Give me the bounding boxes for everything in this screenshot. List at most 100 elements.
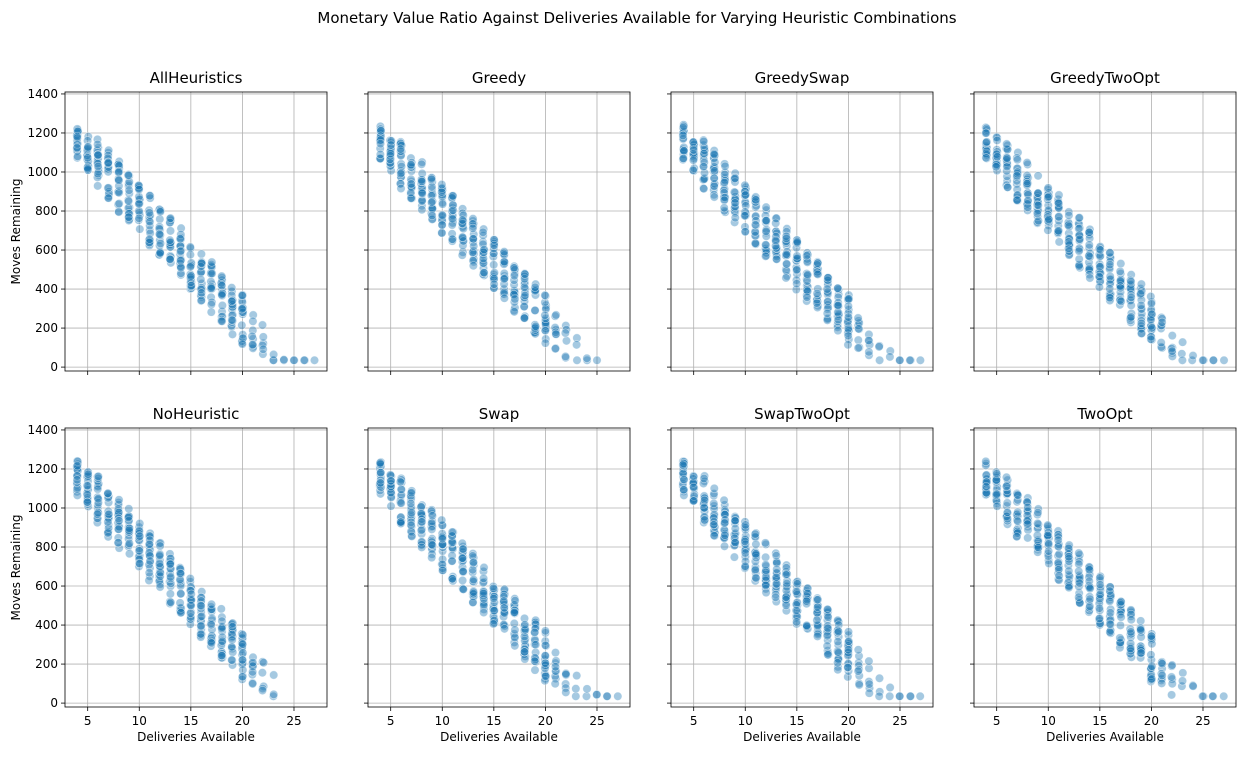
data-point <box>1137 328 1147 338</box>
data-point <box>135 559 145 569</box>
subplot-swaptwoopt: 5 10 15 20 25 SwapTwoOpt Deliveries Available <box>667 405 934 744</box>
data-point <box>540 651 550 661</box>
data-point <box>510 625 520 635</box>
data-point <box>1044 215 1054 225</box>
data-point <box>93 150 103 160</box>
data-point <box>396 169 406 179</box>
data-point <box>1116 597 1126 607</box>
data-point <box>1012 171 1022 181</box>
data-point <box>479 268 489 278</box>
data-point <box>560 351 570 361</box>
data-point <box>93 161 103 171</box>
data-point <box>237 290 247 300</box>
data-point <box>699 184 709 194</box>
data-point <box>186 277 196 287</box>
x-tick-label: 20 <box>841 714 856 728</box>
data-point <box>186 271 196 281</box>
data-point <box>1105 596 1115 606</box>
data-point <box>1146 299 1156 309</box>
data-point <box>437 220 447 230</box>
data-point <box>991 162 1001 172</box>
data-point <box>803 270 813 280</box>
data-point <box>771 236 781 246</box>
data-point <box>469 249 479 259</box>
data-point <box>719 203 729 213</box>
data-point <box>207 257 217 267</box>
data-point <box>396 517 406 527</box>
data-point <box>540 290 550 300</box>
data-point <box>269 349 279 359</box>
data-point <box>478 237 488 247</box>
data-point <box>144 238 154 248</box>
data-point <box>1094 614 1104 624</box>
data-point <box>730 213 740 223</box>
data-point <box>1002 139 1012 149</box>
axes-frame <box>973 427 1237 708</box>
data-point <box>781 600 791 610</box>
data-point <box>196 262 206 272</box>
data-point <box>217 271 227 281</box>
x-tick-label: 5 <box>993 714 1001 728</box>
data-point <box>1023 196 1033 206</box>
data-point <box>678 154 688 164</box>
data-point <box>602 691 612 701</box>
data-point <box>719 188 729 198</box>
data-point <box>416 525 426 535</box>
data-point <box>531 640 541 650</box>
data-point <box>155 550 165 560</box>
data-point <box>207 638 217 648</box>
data-point <box>458 236 468 246</box>
data-point <box>375 149 385 159</box>
data-point <box>104 189 114 199</box>
data-point <box>905 355 915 365</box>
data-point <box>1116 296 1126 306</box>
x-tick-label: 10 <box>132 714 147 728</box>
data-point <box>72 461 82 471</box>
data-point <box>237 304 247 314</box>
data-point <box>699 136 709 146</box>
data-point <box>1054 212 1064 222</box>
y-tick-label: 1200 <box>27 462 58 476</box>
data-point <box>571 684 581 694</box>
data-point <box>426 191 436 201</box>
data-point <box>771 551 781 561</box>
data-point <box>519 313 529 323</box>
data-point <box>407 531 417 541</box>
data-point <box>176 223 186 233</box>
data-point <box>561 336 571 346</box>
data-point <box>592 355 602 365</box>
data-point <box>1033 188 1043 198</box>
data-point <box>1064 583 1074 593</box>
x-axis-label: Deliveries Available <box>137 730 255 744</box>
data-point <box>812 288 822 298</box>
data-point <box>1084 240 1094 250</box>
data-point <box>196 621 206 631</box>
data-point <box>437 210 447 220</box>
data-point <box>279 355 289 365</box>
data-point <box>678 128 688 138</box>
data-point <box>176 263 186 273</box>
data-point <box>781 249 791 259</box>
data-point <box>468 557 478 567</box>
x-tick-label: 5 <box>84 714 92 728</box>
data-point <box>853 645 863 655</box>
data-point <box>499 284 509 294</box>
data-point <box>1126 292 1136 302</box>
data-point <box>730 198 740 208</box>
data-point <box>206 307 216 317</box>
data-point <box>238 655 248 665</box>
data-point <box>196 267 206 277</box>
data-point <box>124 525 134 535</box>
data-point <box>678 460 688 470</box>
data-point <box>73 151 83 161</box>
data-point <box>114 495 124 505</box>
data-point <box>699 162 709 172</box>
data-point <box>1105 586 1115 596</box>
data-point <box>709 166 719 176</box>
data-point <box>406 153 416 163</box>
x-tick-label: 10 <box>738 714 753 728</box>
data-point <box>823 612 833 622</box>
subplot-title: GreedySwap <box>755 69 850 87</box>
data-point <box>750 238 760 248</box>
data-point <box>750 529 760 539</box>
